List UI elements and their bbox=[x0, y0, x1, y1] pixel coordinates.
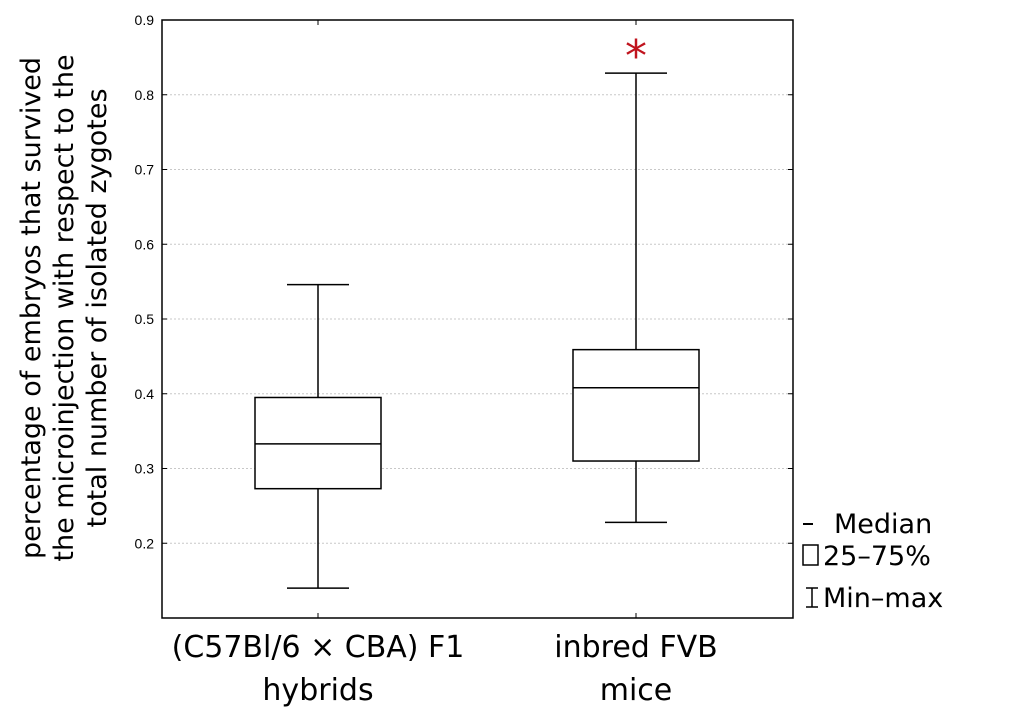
y-tick-label-7: 0.8 bbox=[135, 87, 155, 103]
y-tick-label-1: 0.2 bbox=[135, 535, 155, 551]
legend-median-label: Median bbox=[834, 509, 932, 540]
category-label-2-line-2: mice bbox=[600, 673, 673, 708]
x-category-labels: (C57Bl/6 × CBA) F1 hybrids inbred FVB mi… bbox=[172, 630, 718, 708]
y-axis-label-line-3: total number of isolated zygotes bbox=[82, 88, 113, 527]
y-axis-label-line-1: percentage of embryos that survived bbox=[16, 57, 47, 559]
legend-box-swatch bbox=[802, 544, 819, 566]
category-label-1-line-2: hybrids bbox=[262, 673, 373, 708]
legend: Median 25–75% Min–max bbox=[802, 509, 943, 614]
box-group-1 bbox=[254, 283, 382, 589]
y-axis: 0.2 0.3 0.4 0.5 0.6 0.7 0.8 0.9 bbox=[135, 12, 793, 618]
legend-whisker-swatch bbox=[806, 587, 818, 608]
y-axis-label-line-2: the microinjection with respect to the bbox=[49, 54, 80, 561]
boxes: * bbox=[254, 31, 700, 589]
legend-whisker-label: Min–max bbox=[823, 583, 943, 614]
category-label-2-line-1: inbred FVB bbox=[554, 630, 717, 665]
significance-marker-2: * bbox=[625, 31, 647, 82]
y-tick-label-4: 0.5 bbox=[135, 311, 155, 327]
y-tick-label-2: 0.3 bbox=[135, 461, 155, 477]
box-group-2: * bbox=[572, 31, 700, 524]
y-tick-label-8: 0.9 bbox=[135, 12, 155, 28]
category-label-1-line-1: (C57Bl/6 × CBA) F1 bbox=[172, 630, 465, 665]
legend-box-label: 25–75% bbox=[823, 541, 931, 572]
y-tick-label-3: 0.4 bbox=[135, 386, 155, 402]
y-tick-label-5: 0.6 bbox=[135, 236, 155, 252]
y-axis-label: percentage of embryos that survived the … bbox=[16, 54, 113, 561]
y-tick-label-6: 0.7 bbox=[135, 162, 155, 178]
iqr-box-2 bbox=[572, 348, 700, 462]
